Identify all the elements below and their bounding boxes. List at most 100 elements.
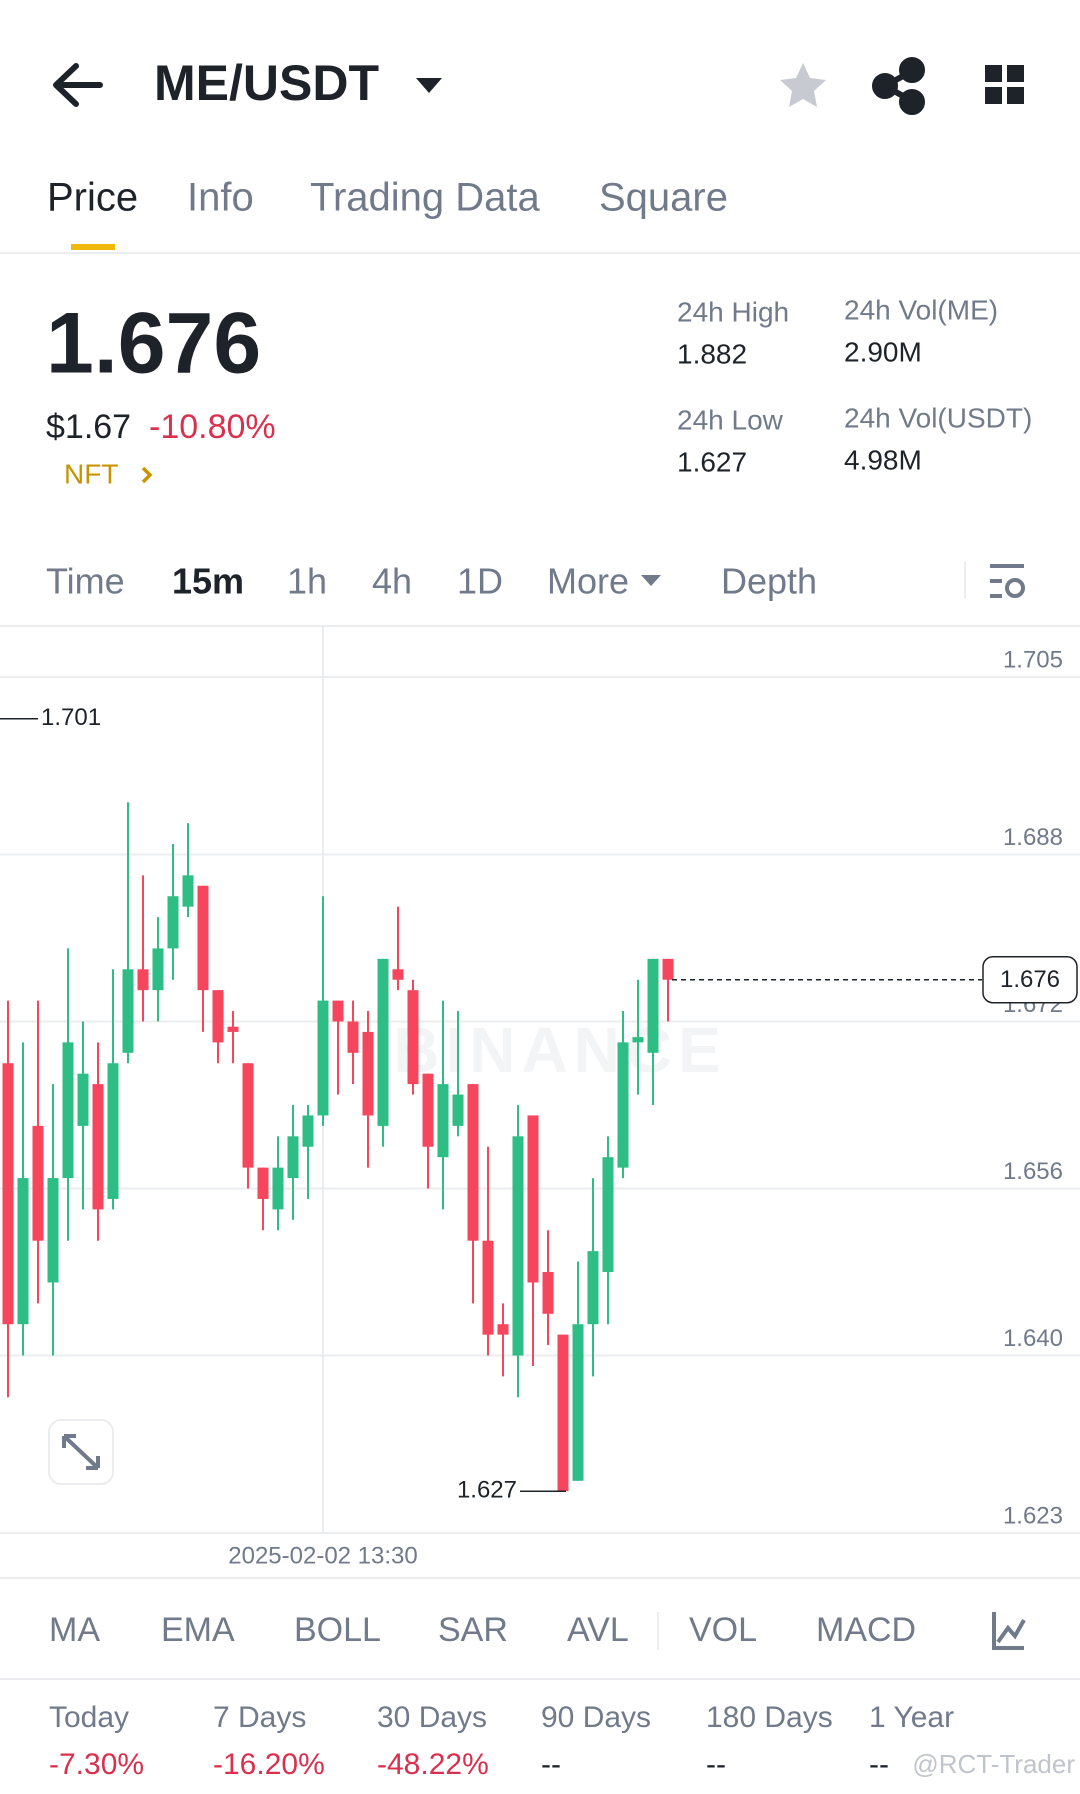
- candle-body: [512, 1136, 524, 1356]
- candle-body: [257, 1167, 269, 1199]
- candle-body: [437, 1084, 449, 1158]
- y-tick-label: 1.656: [1003, 1158, 1063, 1185]
- credit-watermark: @RCT-Trader: [912, 1749, 1075, 1779]
- usd-price: $1.67: [46, 408, 131, 446]
- candle-body: [2, 1063, 14, 1325]
- candle-body: [617, 1042, 629, 1168]
- candle-body: [407, 990, 419, 1085]
- candle-body: [482, 1240, 494, 1335]
- more-caret[interactable]: [641, 575, 661, 586]
- candle-body: [77, 1073, 89, 1126]
- candle-body: [452, 1094, 464, 1126]
- candle-body: [647, 958, 659, 1053]
- indicator-tab[interactable]: EMA: [161, 1611, 235, 1649]
- candle-body: [152, 948, 164, 991]
- pair-caret[interactable]: [416, 78, 442, 93]
- expand-button[interactable]: [48, 1419, 114, 1485]
- min-label: 1.627: [457, 1477, 517, 1504]
- stat-label: 24h High: [677, 296, 789, 327]
- menu-icon[interactable]: [985, 65, 1024, 104]
- tab-indicator: [71, 244, 115, 250]
- interval-tab[interactable]: 1h: [287, 561, 327, 602]
- candle-body: [17, 1178, 29, 1325]
- candle-body: [602, 1157, 614, 1273]
- tab[interactable]: Price: [47, 176, 138, 220]
- candle-body: [227, 1026, 239, 1032]
- tab[interactable]: Info: [187, 176, 254, 220]
- pair-title[interactable]: ME/USDT: [154, 55, 379, 111]
- indicator-tab[interactable]: SAR: [438, 1611, 508, 1649]
- share-icon[interactable]: [872, 57, 925, 115]
- tag-link[interactable]: NFT: [64, 458, 118, 489]
- interval-tab[interactable]: 1D: [457, 561, 503, 602]
- candle-body: [137, 969, 149, 991]
- period-label: 7 Days: [213, 1701, 306, 1734]
- candle-body: [167, 896, 179, 949]
- indicator-tab[interactable]: AVL: [567, 1611, 629, 1649]
- period-change: --: [541, 1748, 561, 1781]
- candle-body: [542, 1272, 554, 1314]
- back-button[interactable]: [53, 63, 103, 107]
- candle-body: [92, 1084, 104, 1210]
- period-change: --: [869, 1748, 889, 1781]
- interval-tab[interactable]: More: [547, 561, 629, 602]
- indicator-settings-icon[interactable]: [992, 1612, 1026, 1650]
- stat-label: 24h Low: [677, 404, 784, 435]
- stat-value: 1.627: [677, 446, 747, 477]
- stat-value: 1.882: [677, 338, 747, 369]
- x-tick-label: 2025-02-02 13:30: [228, 1542, 418, 1569]
- period-label: Today: [49, 1701, 129, 1734]
- period-change: -16.20%: [213, 1748, 325, 1781]
- period-change: --: [706, 1748, 726, 1781]
- period-label: 180 Days: [706, 1701, 833, 1734]
- y-tick-label: 1.623: [1003, 1502, 1063, 1529]
- tab[interactable]: Square: [599, 176, 728, 220]
- interval-tab[interactable]: Depth: [721, 561, 817, 602]
- candle-body: [302, 1115, 314, 1147]
- tab[interactable]: Trading Data: [310, 176, 541, 220]
- indicator-tab[interactable]: BOLL: [294, 1611, 381, 1649]
- candle-body: [497, 1324, 509, 1335]
- candle-body: [422, 1073, 434, 1147]
- candle-body: [287, 1136, 299, 1179]
- interval-tab[interactable]: Time: [46, 561, 125, 602]
- candle-body: [362, 1031, 374, 1116]
- stat-value: 2.90M: [844, 336, 922, 367]
- candle-body: [182, 875, 194, 907]
- y-tick-label: 1.688: [1003, 824, 1063, 851]
- stat-label: 24h Vol(ME): [844, 294, 998, 325]
- candle-body: [47, 1178, 59, 1283]
- last-price-box: [982, 955, 1078, 1004]
- candle-body: [317, 1000, 329, 1116]
- candle-body: [197, 885, 209, 991]
- stat-label: 24h Vol(USDT): [844, 402, 1032, 433]
- indicator-tab[interactable]: MA: [49, 1611, 100, 1649]
- candle-body: [392, 969, 404, 980]
- candle-body: [587, 1251, 599, 1325]
- candle-body: [527, 1115, 539, 1283]
- interval-tab[interactable]: 15m: [172, 561, 244, 602]
- period-label: 90 Days: [541, 1701, 651, 1734]
- max-label: 1.701: [41, 704, 101, 731]
- period-label: 1 Year: [869, 1701, 954, 1734]
- candle-body: [272, 1167, 284, 1210]
- chart-settings-icon[interactable]: [990, 564, 1025, 598]
- y-tick-label: 1.705: [1003, 646, 1063, 673]
- interval-tab[interactable]: 4h: [372, 561, 412, 602]
- period-label: 30 Days: [377, 1701, 487, 1734]
- favorite-icon[interactable]: [780, 63, 826, 107]
- candle-body: [347, 1021, 359, 1053]
- candle-body: [632, 1037, 644, 1043]
- candle-body: [107, 1063, 119, 1199]
- candle-body: [467, 1084, 479, 1241]
- candle-body: [572, 1324, 584, 1481]
- last-price-label: 1.676: [1000, 966, 1060, 993]
- indicator-tab[interactable]: VOL: [689, 1611, 757, 1649]
- tag-chevron[interactable]: [141, 466, 153, 484]
- y-tick-label: 1.640: [1003, 1325, 1063, 1352]
- indicator-tab[interactable]: MACD: [816, 1611, 916, 1649]
- candle-body: [62, 1042, 74, 1179]
- period-change: -7.30%: [49, 1748, 144, 1781]
- candle-body: [662, 958, 674, 980]
